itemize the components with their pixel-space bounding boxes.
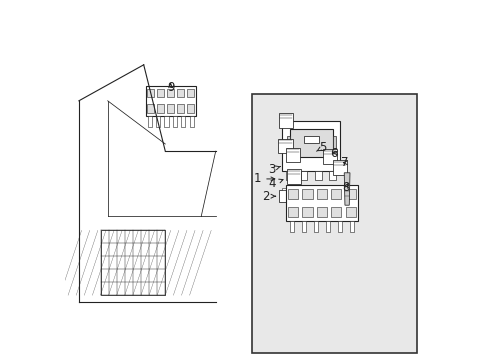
FancyBboxPatch shape [157,89,164,97]
FancyBboxPatch shape [177,104,184,113]
FancyBboxPatch shape [278,139,292,153]
Text: 7: 7 [340,156,347,169]
FancyBboxPatch shape [282,188,287,190]
FancyBboxPatch shape [332,160,346,175]
Text: 3: 3 [267,163,280,176]
FancyBboxPatch shape [167,104,174,113]
FancyBboxPatch shape [303,136,318,143]
Text: 5: 5 [316,141,326,154]
FancyBboxPatch shape [330,189,341,199]
FancyBboxPatch shape [156,116,160,127]
FancyBboxPatch shape [325,221,329,232]
FancyBboxPatch shape [313,221,317,232]
FancyBboxPatch shape [251,94,416,353]
FancyBboxPatch shape [289,130,332,157]
FancyBboxPatch shape [316,207,326,217]
FancyBboxPatch shape [172,116,177,127]
Text: 4: 4 [268,177,283,190]
Text: 2: 2 [262,190,275,203]
FancyBboxPatch shape [330,207,341,217]
FancyBboxPatch shape [278,113,292,128]
FancyBboxPatch shape [301,221,305,232]
FancyBboxPatch shape [286,136,289,150]
FancyBboxPatch shape [147,89,154,97]
FancyBboxPatch shape [285,148,300,162]
FancyBboxPatch shape [286,169,301,184]
FancyBboxPatch shape [279,190,290,202]
FancyBboxPatch shape [316,189,326,199]
FancyBboxPatch shape [345,207,355,217]
FancyBboxPatch shape [181,116,185,127]
Text: 1: 1 [253,172,274,185]
FancyBboxPatch shape [282,121,339,171]
FancyBboxPatch shape [287,207,298,217]
FancyBboxPatch shape [302,189,312,199]
FancyBboxPatch shape [167,89,174,97]
FancyBboxPatch shape [187,104,194,113]
FancyBboxPatch shape [145,86,196,116]
FancyBboxPatch shape [337,221,342,232]
Polygon shape [344,173,349,205]
FancyBboxPatch shape [187,89,194,97]
FancyBboxPatch shape [147,116,152,127]
FancyBboxPatch shape [147,104,154,113]
Text: 9: 9 [166,81,174,94]
FancyBboxPatch shape [314,171,321,180]
FancyBboxPatch shape [322,149,336,164]
FancyBboxPatch shape [157,104,164,113]
Text: 6: 6 [329,147,337,159]
FancyBboxPatch shape [285,171,292,180]
FancyBboxPatch shape [345,189,355,199]
FancyBboxPatch shape [285,185,357,221]
FancyBboxPatch shape [177,89,184,97]
FancyBboxPatch shape [189,116,193,127]
Text: 8: 8 [342,181,349,194]
FancyBboxPatch shape [329,171,335,180]
FancyBboxPatch shape [349,221,353,232]
FancyBboxPatch shape [289,221,293,232]
FancyBboxPatch shape [287,189,298,199]
FancyBboxPatch shape [332,136,335,150]
FancyBboxPatch shape [101,230,165,295]
FancyBboxPatch shape [164,116,168,127]
FancyBboxPatch shape [302,207,312,217]
FancyBboxPatch shape [300,171,306,180]
